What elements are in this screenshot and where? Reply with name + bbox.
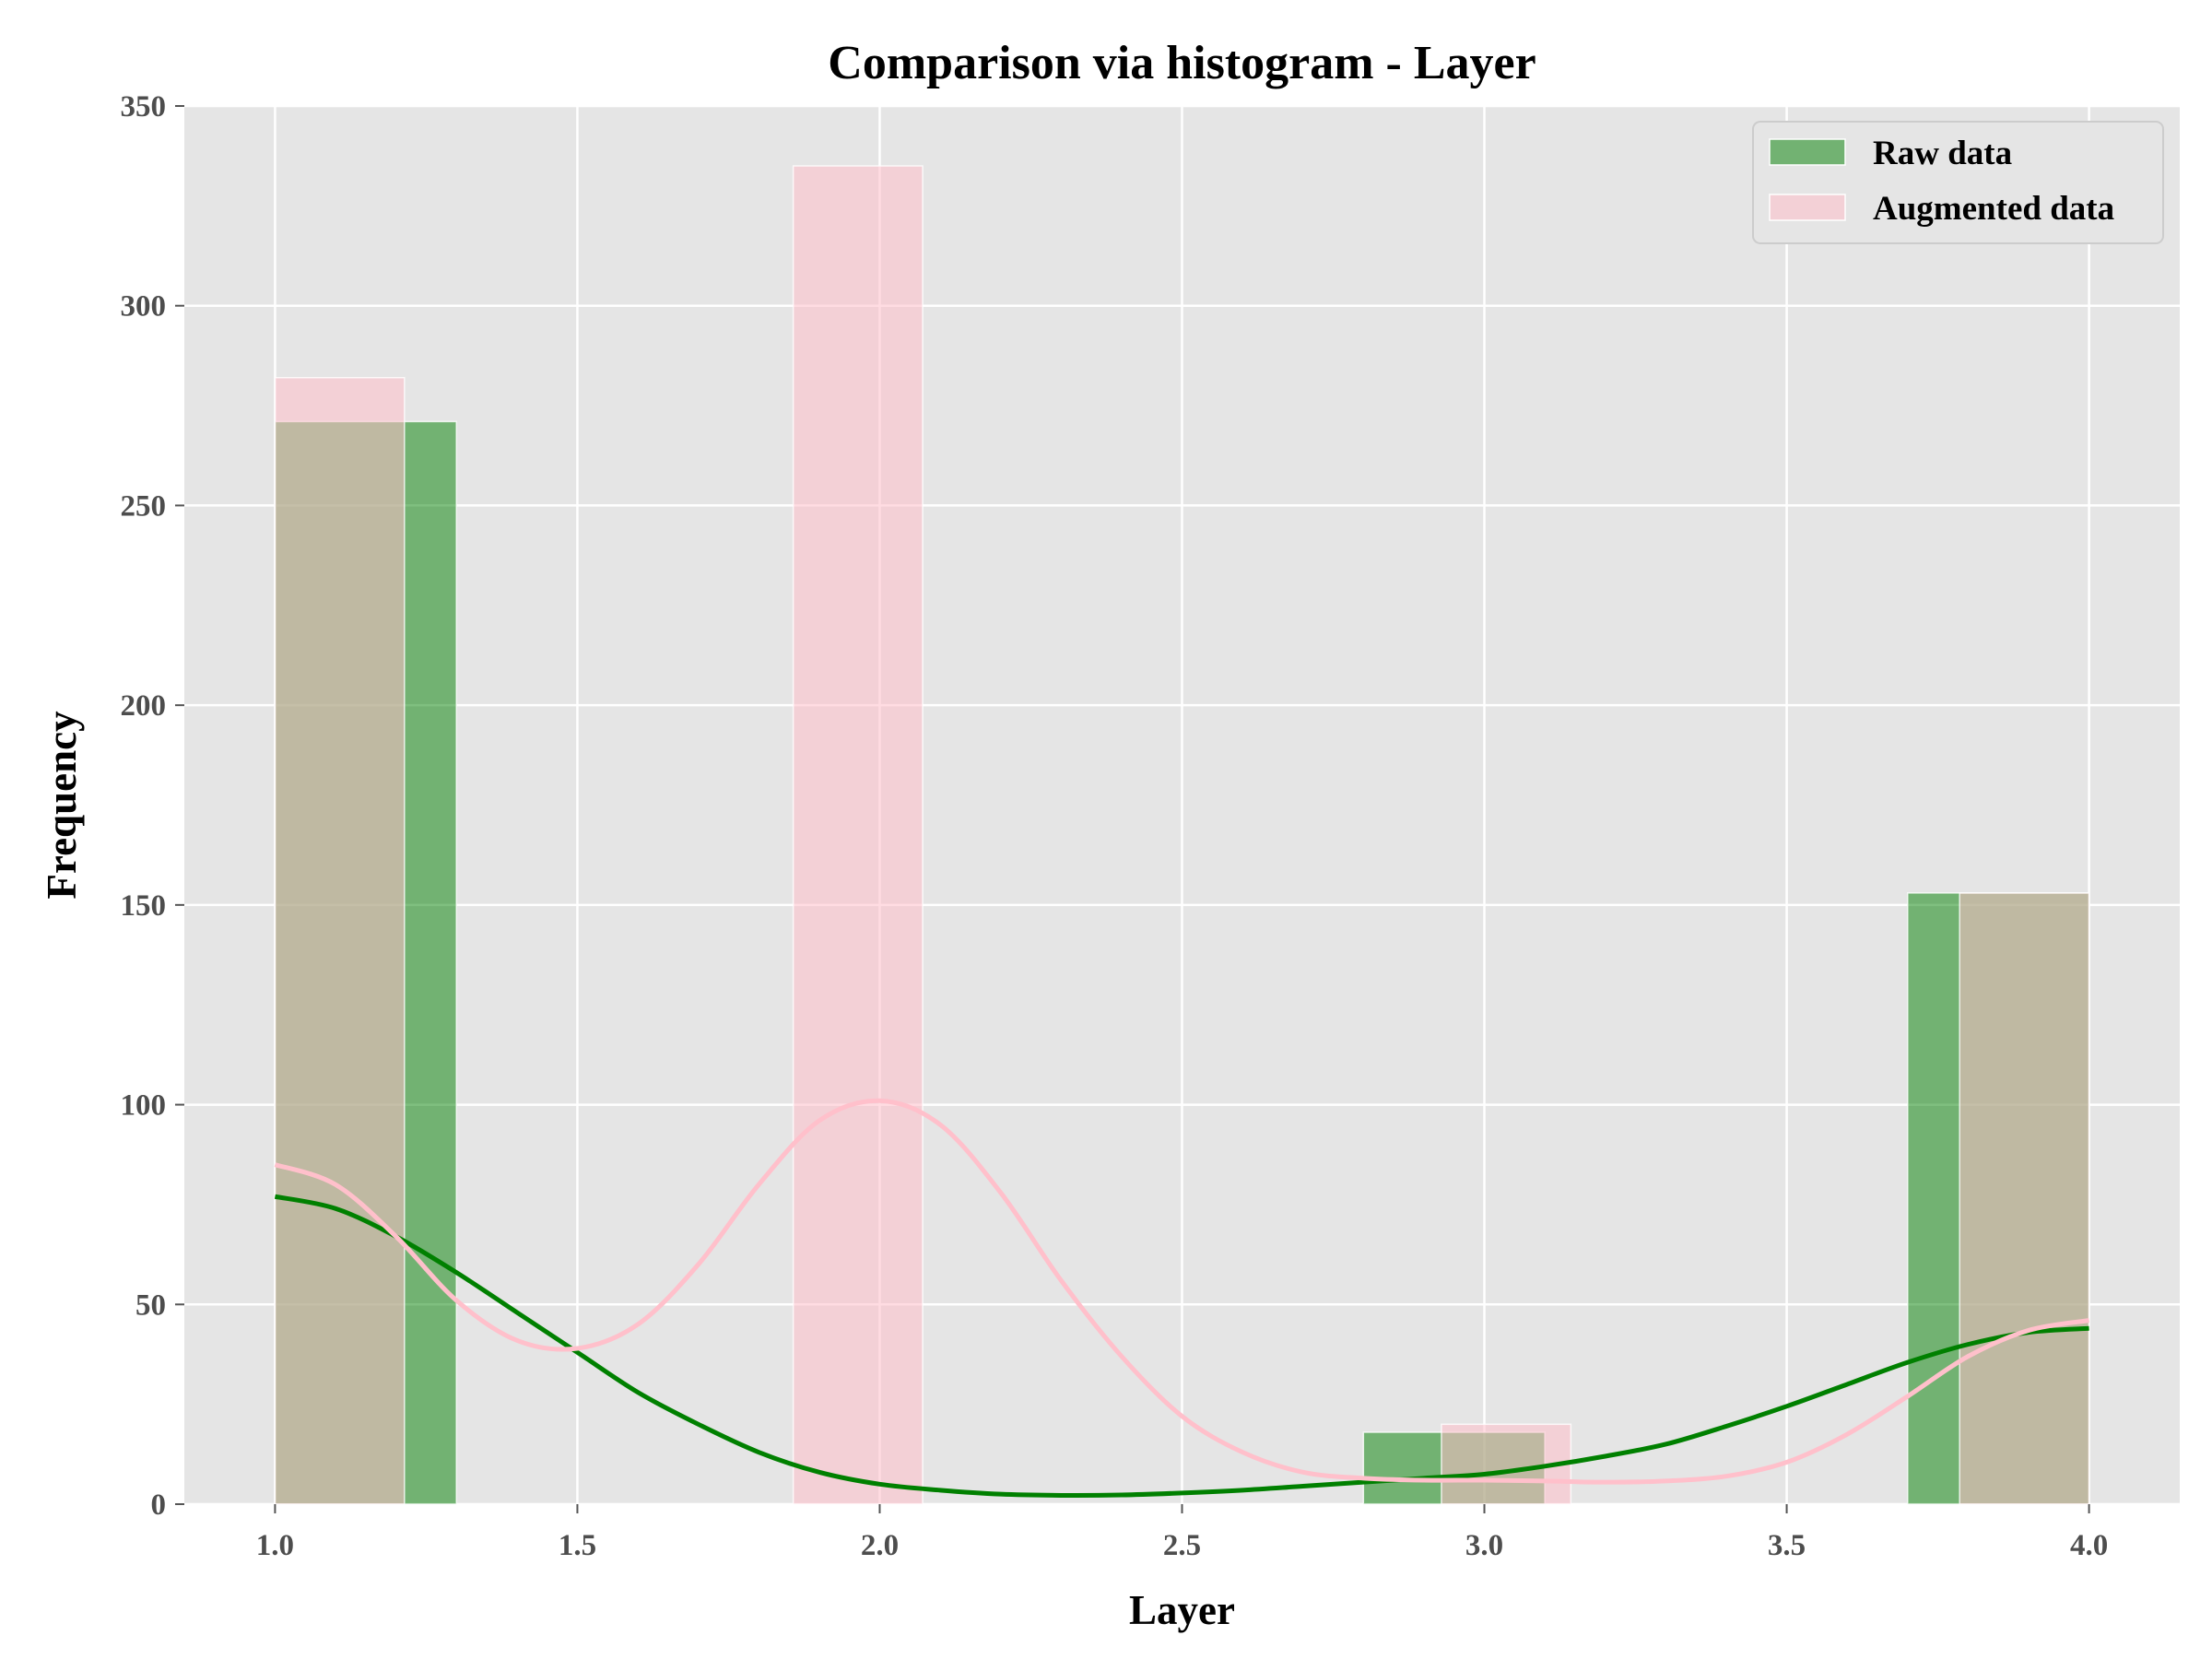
histogram-bar-augmented bbox=[274, 376, 406, 1505]
x-tick-label: 2.0 bbox=[861, 1529, 899, 1562]
x-tick-label: 1.0 bbox=[256, 1529, 294, 1562]
x-tick-label: 3.5 bbox=[1768, 1529, 1806, 1562]
bars-layer bbox=[274, 165, 2090, 1505]
y-tick-label: 350 bbox=[121, 90, 167, 124]
axes: 1.0 1.5 2.0 2.5 3.0 3.5 4.0 0 50 100 150 200 250 300 3… bbox=[121, 90, 2109, 1562]
legend-label-augmented: Augmented data bbox=[1873, 190, 2114, 228]
y-tick-label: 300 bbox=[121, 290, 167, 324]
y-tick-label: 100 bbox=[121, 1089, 167, 1123]
x-tick-label: 1.5 bbox=[559, 1529, 596, 1562]
y-tick-label: 150 bbox=[121, 889, 167, 923]
y-tick-label: 0 bbox=[151, 1488, 167, 1522]
x-axis-label: Layer bbox=[1129, 1587, 1235, 1633]
kde-curve-raw bbox=[274, 1194, 2089, 1499]
legend: Raw data Augmented data bbox=[1752, 121, 2164, 244]
legend-swatch-augmented bbox=[1769, 194, 1846, 221]
y-tick-label: 200 bbox=[121, 689, 167, 723]
kde-curve-augmented bbox=[274, 1098, 2089, 1485]
y-tick-label: 50 bbox=[135, 1288, 166, 1322]
histogram-bar-augmented bbox=[1959, 892, 2090, 1505]
y-axis-label: Frequency bbox=[39, 711, 85, 900]
x-tick-label: 2.5 bbox=[1163, 1529, 1201, 1562]
legend-swatch-raw bbox=[1769, 138, 1846, 166]
legend-label-raw: Raw data bbox=[1873, 135, 2012, 172]
x-tick-label: 4.0 bbox=[2070, 1529, 2108, 1562]
y-tick-label: 250 bbox=[121, 489, 167, 523]
chart-title: Comparison via histogram - Layer bbox=[828, 37, 1535, 89]
histogram-bar-augmented bbox=[792, 165, 924, 1505]
kde-curves bbox=[274, 1098, 2089, 1499]
legend-box bbox=[1752, 121, 2164, 244]
x-tick-label: 3.0 bbox=[1465, 1529, 1503, 1562]
